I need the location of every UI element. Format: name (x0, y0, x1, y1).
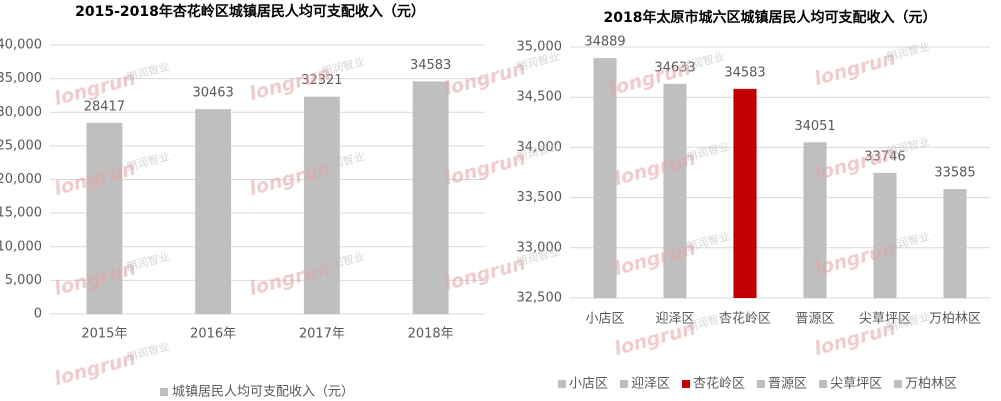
value-label: 33585 (934, 166, 975, 181)
x-tick-label: 小店区 (585, 312, 624, 327)
value-label: 34583 (724, 65, 765, 80)
legend-swatch (620, 380, 629, 388)
x-tick-label: 迎泽区 (655, 312, 694, 327)
x-tick-label: 晋源区 (795, 312, 834, 327)
bar (303, 96, 340, 315)
x-tick-label: 万柏林区 (929, 312, 981, 327)
y-tick-label: 25,000 (0, 138, 42, 153)
legend-swatch (757, 380, 766, 388)
bar (733, 88, 757, 299)
chart-title: 2018年太原市城六区城镇居民人均可支配收入（元） (604, 9, 937, 26)
legend-label: 杏花岭区 (693, 376, 745, 392)
x-tick-label: 2018年 (408, 327, 454, 342)
y-tick-label: 20,000 (0, 172, 42, 187)
y-tick-label: 10,000 (0, 239, 42, 254)
x-tick-label: 2015年 (81, 327, 127, 342)
bar (195, 109, 232, 314)
legend-label: 小店区 (569, 377, 608, 392)
legend-label: 尖草坪区 (830, 377, 882, 392)
value-label: 28417 (84, 99, 125, 114)
x-tick-label: 杏花岭区 (719, 311, 771, 327)
y-tick-label: 35,000 (517, 40, 563, 55)
x-tick-label: 2016年 (190, 327, 236, 342)
y-tick-label: 15,000 (0, 206, 42, 221)
y-tick-label: 34,000 (517, 140, 563, 155)
y-tick-label: 0 (34, 307, 42, 322)
legend-swatch (558, 380, 566, 388)
bar (873, 172, 897, 298)
legend-swatch (894, 380, 903, 388)
legend-swatch (819, 380, 828, 388)
y-tick-label: 33,500 (517, 190, 563, 205)
bar (803, 142, 827, 298)
y-tick-label: 5,000 (5, 273, 42, 288)
bar (943, 189, 967, 298)
bar (593, 58, 617, 298)
y-tick-label: 30,000 (0, 105, 42, 120)
bar (663, 83, 687, 298)
value-label: 30463 (192, 86, 233, 101)
chart-title: 2015-2018年杏花岭区城镇居民人均可支配收入（元） (75, 3, 425, 20)
value-label: 34633 (654, 60, 695, 75)
y-tick-label: 33,000 (517, 240, 563, 255)
legend-label: 迎泽区 (631, 377, 670, 392)
value-label: 33746 (864, 149, 905, 164)
value-label: 34889 (584, 35, 625, 50)
legend-swatch (682, 380, 691, 388)
y-tick-label: 34,500 (517, 90, 563, 105)
legend-label: 晋源区 (768, 377, 807, 392)
x-tick-label: 尖草坪区 (859, 312, 911, 327)
value-label: 32321 (301, 73, 342, 88)
legend-label: 万柏林区 (905, 377, 957, 392)
y-tick-label: 32,500 (517, 291, 563, 306)
value-label: 34583 (410, 58, 451, 73)
bar (86, 122, 123, 314)
legend-swatch (160, 388, 168, 396)
y-tick-label: 40,000 (0, 38, 42, 53)
legend-label: 城镇居民人均可支配收入（元） (172, 385, 354, 400)
value-label: 34051 (794, 119, 835, 134)
y-tick-label: 35,000 (0, 71, 42, 86)
x-tick-label: 2017年 (299, 327, 345, 342)
bar (412, 81, 449, 314)
